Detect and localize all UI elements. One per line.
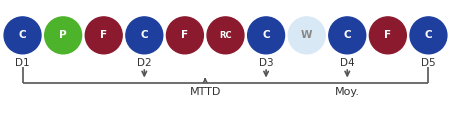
Circle shape (329, 17, 366, 54)
Circle shape (166, 17, 203, 54)
Circle shape (126, 17, 163, 54)
Circle shape (288, 17, 325, 54)
Text: F: F (100, 30, 107, 40)
Text: Moy.: Moy. (335, 87, 360, 97)
Text: C: C (19, 30, 26, 40)
Text: W: W (301, 30, 313, 40)
Circle shape (207, 17, 244, 54)
Text: D5: D5 (421, 58, 436, 68)
Text: C: C (141, 30, 148, 40)
Circle shape (369, 17, 406, 54)
Text: F: F (181, 30, 189, 40)
Circle shape (410, 17, 447, 54)
Text: C: C (425, 30, 432, 40)
Text: C: C (262, 30, 270, 40)
Circle shape (45, 17, 82, 54)
Circle shape (248, 17, 285, 54)
Text: D4: D4 (340, 58, 354, 68)
Text: D3: D3 (259, 58, 273, 68)
Text: D2: D2 (137, 58, 152, 68)
Text: RC: RC (219, 31, 232, 40)
Text: C: C (344, 30, 351, 40)
Text: F: F (384, 30, 391, 40)
Text: P: P (60, 30, 67, 40)
Circle shape (4, 17, 41, 54)
Circle shape (85, 17, 122, 54)
Text: MTTD: MTTD (189, 87, 221, 97)
Text: D1: D1 (15, 58, 30, 68)
